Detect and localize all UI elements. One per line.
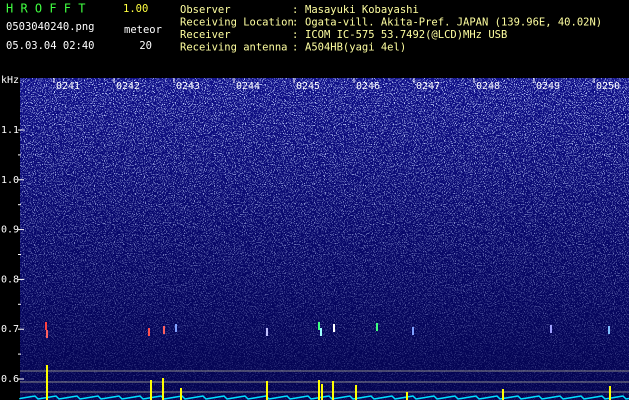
- frequency-label: 1.0: [1, 175, 19, 186]
- echo: [175, 324, 177, 332]
- echo: [45, 322, 47, 330]
- info-value: Masayuki Kobayashi: [305, 4, 419, 16]
- frequency-label: 0.8: [1, 274, 19, 285]
- time-label: 0241: [56, 81, 80, 92]
- info-separator: :: [292, 29, 298, 41]
- file-name: 0503040240.png: [6, 21, 95, 33]
- frequency-label: 1.1: [1, 125, 19, 136]
- level-spike: [46, 365, 48, 400]
- time-label: 0247: [416, 81, 440, 92]
- info-label: Receiver: [180, 29, 231, 41]
- level-spike: [321, 384, 323, 400]
- level-spike: [162, 378, 164, 400]
- level-spike: [332, 381, 334, 400]
- time-label: 0248: [476, 81, 500, 92]
- echo: [148, 328, 150, 336]
- level-spike: [355, 385, 357, 400]
- info-separator: :: [292, 17, 298, 29]
- info-value: A504HB(yagi 4el): [305, 42, 406, 54]
- time-label: 0242: [116, 81, 140, 92]
- app-name: H R O F F T: [6, 2, 85, 16]
- meteor-echoes: [45, 322, 610, 338]
- level-spike: [150, 380, 152, 400]
- level-spike: [318, 380, 320, 400]
- echo: [266, 328, 268, 336]
- meteor-count: 20: [139, 40, 152, 52]
- time-label: 0250: [596, 81, 620, 92]
- info-separator: :: [292, 42, 298, 54]
- unit-label: kHz: [1, 75, 19, 86]
- info-value: Ogata-vill. Akita-Pref. JAPAN (139.96E, …: [305, 17, 602, 29]
- level-spike: [266, 381, 268, 400]
- time-label: 0249: [536, 81, 560, 92]
- level-spike: [406, 392, 408, 400]
- info-value: ICOM IC-575 53.7492(@LCD)MHz USB: [305, 29, 507, 41]
- signal-level: [19, 365, 629, 400]
- timestamp: 05.03.04 02:40: [6, 40, 95, 52]
- level-spike: [609, 386, 611, 400]
- frequency-label: 0.6: [1, 374, 19, 385]
- time-label: 0245: [296, 81, 320, 92]
- info-label: Receiving antenna: [180, 42, 287, 54]
- info-label: Receiving Location: [180, 17, 294, 29]
- echo: [412, 327, 414, 335]
- echo: [320, 328, 322, 336]
- frequency-label: 0.9: [1, 225, 19, 236]
- echo: [550, 325, 552, 333]
- time-label: 0246: [356, 81, 380, 92]
- meteor-label: meteor: [124, 24, 162, 36]
- noise: [20, 78, 629, 400]
- info-separator: :: [292, 4, 298, 16]
- info-label: Observer: [180, 4, 231, 16]
- frequency-label: 0.7: [1, 324, 19, 335]
- time-label: 0243: [176, 81, 200, 92]
- echo: [376, 323, 378, 331]
- echo: [163, 326, 165, 334]
- time-label: 0244: [236, 81, 260, 92]
- echo: [333, 324, 335, 332]
- level-spike: [502, 389, 504, 400]
- echo: [46, 330, 48, 338]
- axes: 1.1 1.0 0.9 0.8 0.7 0.6 0241 0242 0243 0244 0245 02…: [1, 78, 620, 385]
- app-version: 1.00: [123, 3, 148, 15]
- echo: [608, 326, 610, 334]
- station-info: Observer: Masayuki Kobayashi Receiving Loc…: [180, 4, 602, 54]
- level-spike: [180, 388, 182, 400]
- echo: [318, 322, 320, 330]
